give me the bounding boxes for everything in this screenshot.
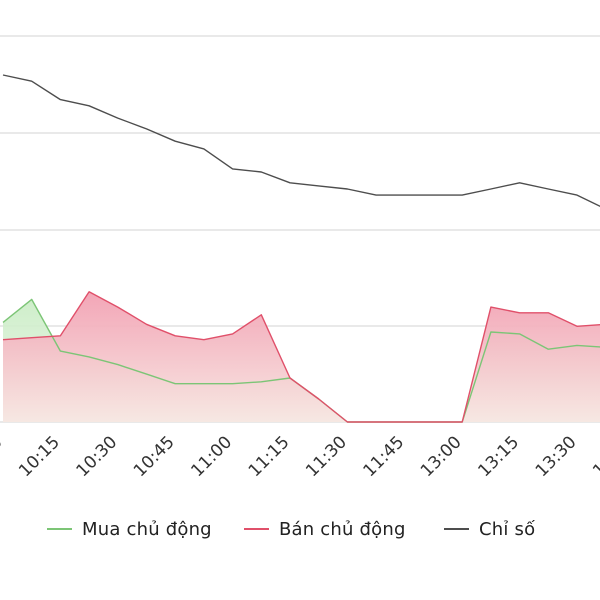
series-areas bbox=[3, 291, 600, 422]
x-tick-label: 13:45 bbox=[589, 432, 600, 481]
x-tick-label: 13:15 bbox=[474, 432, 523, 481]
x-tick-label: 10:15 bbox=[15, 432, 64, 481]
series-area bbox=[3, 291, 600, 422]
legend-item-mua[interactable]: Mua chủ động bbox=[47, 512, 212, 546]
chart-canvas: 10:00 10:15 10:30 10:45 11:00 11:15 11:30 11:45… bbox=[0, 35, 600, 481]
legend-item-chiso[interactable]: Chỉ số bbox=[444, 512, 535, 546]
x-tick-label: 13:00 bbox=[417, 432, 466, 481]
legend-item-ban[interactable]: Bán chủ động bbox=[244, 512, 406, 546]
x-axis-ticks: 10:00 10:15 10:30 10:45 11:00 11:15 11:30 11:45… bbox=[0, 432, 600, 481]
legend-label-mua: Mua chủ động bbox=[82, 518, 212, 540]
series-lines bbox=[2, 74, 600, 423]
x-tick-label: 10:00 bbox=[0, 432, 7, 481]
x-tick-label: 10:45 bbox=[130, 432, 179, 481]
x-tick-label: 13:30 bbox=[532, 432, 581, 481]
legend-swatch-chiso bbox=[444, 528, 469, 530]
series-line bbox=[2, 74, 600, 208]
legend: Mua chủ động Bán chủ động Chỉ số bbox=[0, 512, 600, 546]
legend-label-chiso: Chỉ số bbox=[479, 518, 536, 540]
x-tick-label: 11:15 bbox=[245, 432, 294, 481]
series-line bbox=[2, 291, 600, 423]
legend-label-ban: Bán chủ động bbox=[279, 518, 406, 540]
x-tick-label: 11:00 bbox=[187, 432, 236, 481]
x-tick-label: 10:30 bbox=[73, 432, 122, 481]
x-tick-label: 11:45 bbox=[360, 432, 409, 481]
legend-swatch-ban bbox=[244, 528, 269, 530]
x-tick-label: 11:30 bbox=[302, 432, 351, 481]
legend-swatch-mua bbox=[47, 528, 72, 530]
